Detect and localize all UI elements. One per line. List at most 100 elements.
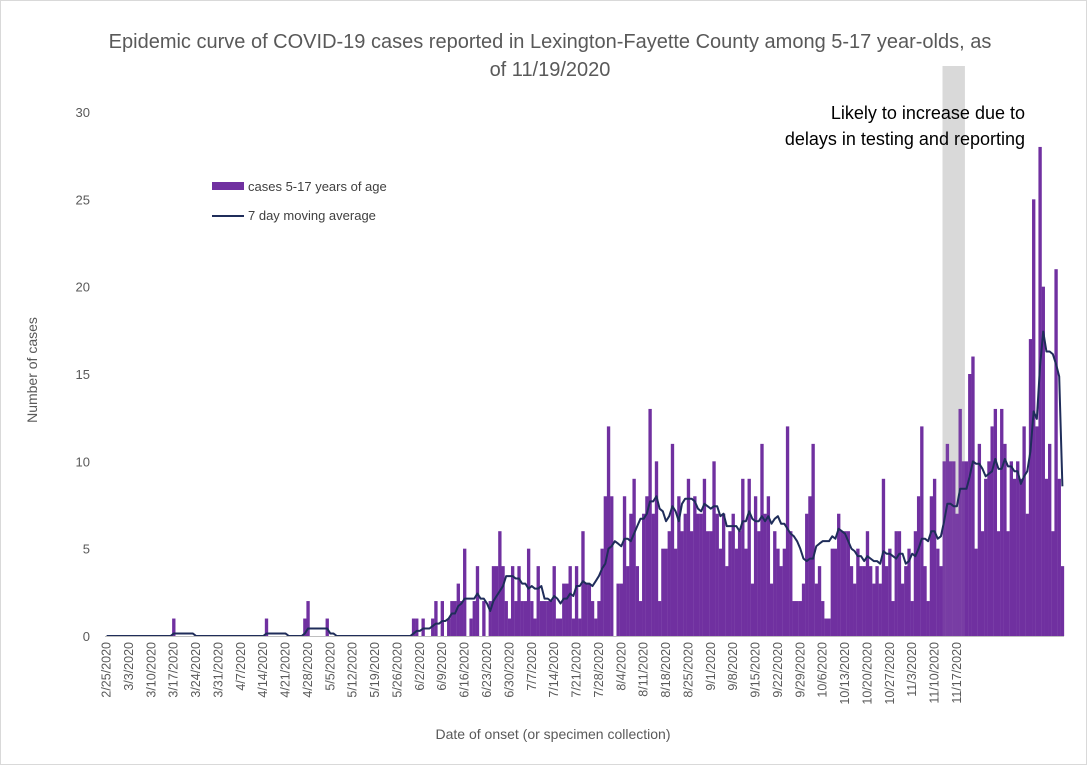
bar — [961, 461, 966, 636]
x-tick-label: 4/28/2020 — [301, 642, 315, 698]
bar — [648, 408, 652, 636]
y-tick-label: 30 — [76, 105, 90, 120]
bar — [984, 478, 988, 636]
x-tick-label: 6/9/2020 — [435, 642, 449, 691]
bar — [741, 478, 745, 636]
bar — [971, 356, 975, 636]
bar — [661, 548, 665, 636]
bar — [475, 566, 480, 636]
bar — [766, 496, 771, 636]
bar — [549, 601, 553, 636]
bar — [1022, 426, 1026, 636]
bar — [945, 443, 950, 636]
bar — [782, 548, 787, 636]
bar — [635, 566, 639, 636]
x-tick-label: 3/10/2020 — [144, 642, 158, 698]
bar — [629, 513, 633, 636]
bar — [875, 566, 879, 636]
bar — [456, 583, 460, 636]
bar — [450, 601, 454, 636]
bar — [619, 583, 624, 636]
bar — [303, 618, 307, 636]
bar — [952, 461, 956, 636]
x-tick-label: 5/26/2020 — [390, 642, 404, 698]
bar — [689, 531, 694, 636]
bar — [667, 531, 671, 636]
bar — [514, 601, 518, 636]
bar — [510, 566, 515, 636]
x-tick-label: 10/6/2020 — [816, 642, 830, 698]
bar — [907, 548, 911, 636]
bar — [712, 461, 716, 636]
bar — [814, 583, 819, 636]
bar — [447, 618, 451, 636]
bar — [664, 548, 668, 636]
x-tick-label: 4/14/2020 — [256, 642, 270, 698]
moving-average-line — [106, 330, 1064, 637]
x-tick-label: 10/13/2020 — [838, 642, 852, 705]
bar — [913, 531, 918, 636]
bar — [581, 531, 585, 636]
bar — [555, 618, 560, 636]
bar — [830, 548, 834, 636]
bar — [565, 583, 569, 636]
x-tick-label: 7/14/2020 — [547, 642, 561, 698]
bar — [808, 496, 812, 636]
bar — [494, 566, 499, 636]
bar — [923, 566, 927, 636]
bar — [862, 566, 866, 636]
y-tick-label: 0 — [83, 629, 90, 644]
moving-average-layer — [106, 330, 1064, 637]
bar — [718, 548, 723, 636]
x-tick-label: 6/16/2020 — [458, 642, 472, 698]
bar — [974, 548, 978, 636]
bar — [821, 601, 825, 636]
bar — [750, 583, 755, 636]
bar — [1012, 478, 1017, 636]
bar — [411, 618, 416, 636]
bar — [539, 601, 544, 636]
bar — [507, 618, 512, 636]
x-tick-label: 9/8/2020 — [726, 642, 740, 691]
x-tick-label: 3/31/2020 — [211, 642, 225, 698]
bar — [568, 566, 572, 636]
bar — [680, 531, 684, 636]
chart-title: Epidemic curve of COVID-19 cases reporte… — [108, 31, 992, 81]
bar — [916, 496, 921, 636]
bar — [888, 548, 892, 636]
bar — [674, 548, 678, 636]
bar — [785, 426, 790, 636]
bar — [504, 601, 508, 636]
bar — [980, 531, 985, 636]
x-tick-label: 9/15/2020 — [749, 642, 763, 698]
bar — [715, 513, 719, 636]
bar — [517, 566, 521, 636]
bar — [1038, 146, 1042, 636]
bar — [853, 583, 857, 636]
bar — [645, 496, 649, 636]
bars-layer — [172, 146, 1065, 637]
bar — [747, 478, 751, 636]
bar — [434, 601, 438, 636]
bar — [600, 548, 604, 636]
bar — [702, 478, 707, 636]
bar — [955, 513, 959, 636]
bar — [817, 566, 822, 636]
bar — [683, 513, 687, 636]
bar — [440, 601, 444, 636]
bar — [472, 601, 476, 636]
bar — [632, 478, 636, 636]
bar — [721, 513, 726, 636]
bar — [827, 618, 831, 636]
bar — [996, 531, 1001, 636]
axes-layer: 0 5 10 15 20 25 30 2/25/2020 3/3/2020 3/10/2020 3/… — [76, 105, 1064, 705]
x-tick-label: 3/24/2020 — [189, 642, 203, 698]
bar — [463, 548, 467, 636]
y-tick-label: 20 — [76, 280, 90, 295]
bar — [920, 426, 924, 636]
bar — [686, 478, 691, 636]
x-tick-label: 7/21/2020 — [570, 642, 584, 698]
x-tick-label: 5/5/2020 — [323, 642, 337, 691]
x-tick-label: 9/22/2020 — [771, 642, 785, 698]
